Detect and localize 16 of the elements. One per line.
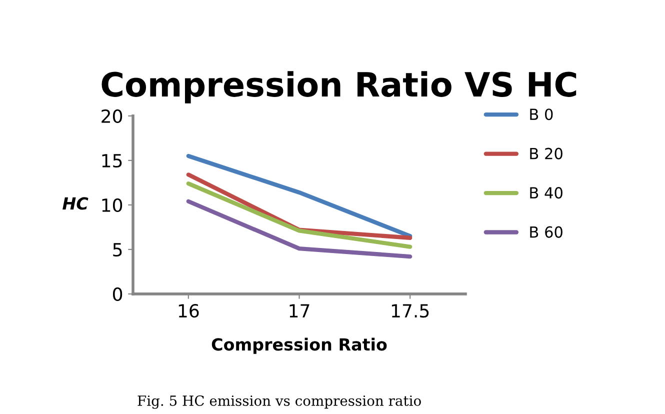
caption: Fig. 5 HC emission vs compression ratio	[138, 395, 421, 409]
x-tick-label: 16	[178, 304, 199, 318]
x-tick-label: 17	[290, 304, 310, 318]
legend-label: B 0	[530, 108, 553, 120]
legend-label: B 20	[530, 148, 562, 160]
legend-label: B 60	[530, 226, 562, 238]
y-tick-label: 5	[113, 243, 122, 257]
x-tick-label: 17.5	[392, 304, 429, 318]
y-tick-label: 10	[102, 198, 122, 212]
x-axis-title: Compression Ratio	[212, 338, 387, 354]
y-tick-label: 20	[102, 109, 122, 124]
y-tick-label: 15	[102, 154, 122, 168]
legend-label: B 40	[530, 187, 562, 199]
y-axis-title: HC	[62, 197, 88, 210]
chart-title: Compression Ratio VS HC	[102, 71, 576, 104]
y-tick-label: 0	[112, 287, 122, 302]
